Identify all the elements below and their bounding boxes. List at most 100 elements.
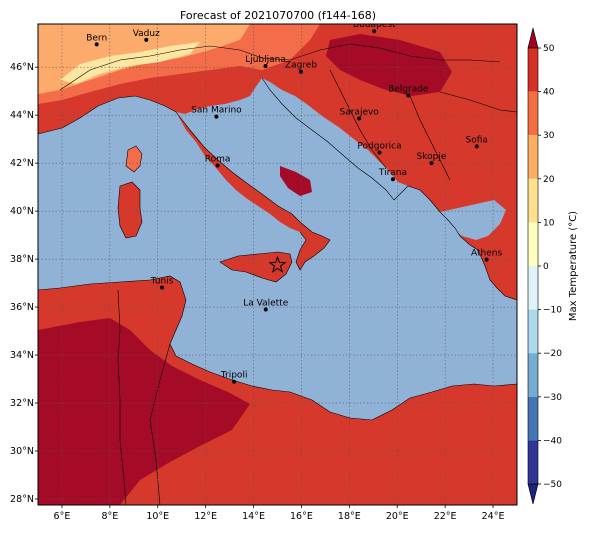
lat-tick-label: 46°N bbox=[10, 62, 34, 73]
land-corsica bbox=[126, 146, 142, 172]
city-label: Sarajevo bbox=[340, 108, 380, 118]
city-dot bbox=[160, 285, 165, 290]
city-label: Tripoli bbox=[220, 371, 248, 381]
colorbar-segment bbox=[528, 48, 538, 92]
lat-tick-label: 30°N bbox=[10, 446, 34, 457]
colorbar-extend-top bbox=[527, 27, 539, 49]
city-skopje: Skopje bbox=[417, 152, 447, 166]
colorbar-tick-label: −40 bbox=[543, 436, 562, 446]
city-la-valette: La Valette bbox=[243, 298, 289, 312]
city-tirana: Tirana bbox=[378, 168, 407, 182]
land-africa-interior bbox=[38, 318, 250, 505]
city-dot bbox=[215, 163, 220, 168]
colorbar-segment bbox=[528, 135, 538, 179]
colorbar-tick-label: −30 bbox=[543, 393, 562, 403]
lat-tick-label: 28°N bbox=[10, 494, 34, 505]
lat-tick-label: 32°N bbox=[10, 398, 34, 409]
colorbar-tick-label: 0 bbox=[543, 262, 549, 272]
colorbar-tick-label: 50 bbox=[543, 44, 555, 54]
lon-tick-label: 8°E bbox=[101, 511, 118, 522]
colorbar-tick-label: 40 bbox=[543, 88, 555, 98]
lat-tick-label: 40°N bbox=[10, 206, 34, 217]
city-bern: Bern bbox=[86, 33, 107, 47]
city-podgorica: Podgorica bbox=[357, 142, 402, 155]
city-dot bbox=[263, 307, 268, 312]
city-label: Vaduz bbox=[133, 29, 160, 39]
city-tripoli: Tripoli bbox=[220, 371, 248, 384]
colorbar-tick-label: 20 bbox=[543, 175, 555, 185]
longitude-ticks: 6°E 8°E 10°E 12°E 14°E 16°E 18°E 20°E 22°E 24°E bbox=[54, 505, 505, 522]
lon-tick-label: 24°E bbox=[482, 511, 505, 522]
city-label: Tirana bbox=[378, 168, 407, 178]
colorbar-label: Max Temperature (°C) bbox=[568, 211, 579, 321]
colorbar-segment bbox=[528, 91, 538, 136]
land-alpine-peaks bbox=[60, 42, 200, 84]
city-tunis: Tunis bbox=[150, 277, 174, 290]
lon-tick-label: 10°E bbox=[146, 511, 169, 522]
colorbar-tick-label: −20 bbox=[543, 349, 562, 359]
land-italy bbox=[176, 112, 330, 270]
colorbar-tick-label: 30 bbox=[543, 131, 555, 141]
city-vaduz: Vaduz bbox=[133, 29, 160, 42]
city-dot bbox=[390, 177, 395, 182]
land-sicily bbox=[220, 252, 292, 282]
city-label: Ljubljana bbox=[245, 55, 286, 65]
city-label: Budapest bbox=[353, 20, 396, 30]
city-dot bbox=[474, 144, 479, 149]
latitude-ticks: 28°N 30°N 32°N 34°N 36°N 38°N 40°N 42°N 44°N 46°N bbox=[10, 62, 38, 505]
city-label: Athens bbox=[471, 249, 502, 259]
colorbar-extend-bottom bbox=[527, 483, 539, 505]
colorbar-segment bbox=[528, 222, 538, 266]
lat-tick-label: 36°N bbox=[10, 302, 34, 313]
city-label: Podgorica bbox=[357, 142, 401, 152]
colorbar: 50 40 30 20 10 0 −10 −20 −30 −40 −50 bbox=[527, 27, 562, 505]
city-label: Belgrade bbox=[388, 84, 429, 94]
lat-tick-label: 38°N bbox=[10, 254, 34, 265]
lon-tick-label: 20°E bbox=[386, 511, 409, 522]
city-label: Zagreb bbox=[285, 61, 317, 71]
land-sardinia bbox=[118, 182, 142, 238]
map-title: Forecast of 2021070700 (f144-168) bbox=[180, 9, 376, 22]
lon-tick-label: 18°E bbox=[338, 511, 361, 522]
adriatic-sea bbox=[250, 78, 394, 206]
city-sofia: Sofia bbox=[466, 135, 488, 149]
colorbar-segment bbox=[528, 440, 538, 484]
map-frame bbox=[37, 23, 518, 506]
city-dot bbox=[429, 161, 434, 166]
city-belgrade: Belgrade bbox=[388, 84, 429, 98]
city-dot bbox=[484, 257, 489, 262]
city-dot bbox=[298, 69, 303, 74]
country-borders bbox=[38, 43, 517, 505]
land-europe bbox=[38, 24, 517, 300]
land-pannonian-interior bbox=[326, 34, 452, 96]
colorbar-tick-label: 10 bbox=[543, 218, 555, 228]
city-budapest: Budapest bbox=[353, 20, 396, 34]
colorbar-segment bbox=[528, 309, 538, 354]
city-san-marino: San Marino bbox=[191, 106, 242, 119]
city-roma: Roma bbox=[205, 155, 231, 168]
city-dot bbox=[406, 93, 411, 98]
city-label: San Marino bbox=[191, 106, 242, 116]
city-dot bbox=[94, 42, 99, 47]
graticule bbox=[38, 24, 517, 505]
city-dot bbox=[377, 150, 382, 155]
lat-tick-label: 44°N bbox=[10, 110, 34, 121]
city-dot bbox=[357, 116, 362, 121]
city-label: Sofia bbox=[466, 135, 488, 145]
city-dot bbox=[232, 379, 237, 384]
city-dot bbox=[263, 63, 268, 68]
lon-tick-label: 14°E bbox=[242, 511, 265, 522]
city-dot bbox=[214, 114, 219, 119]
city-label: La Valette bbox=[243, 298, 288, 308]
city-label: Roma bbox=[205, 155, 231, 165]
lat-tick-label: 42°N bbox=[10, 158, 34, 169]
city-dot bbox=[144, 37, 149, 42]
lon-tick-label: 22°E bbox=[434, 511, 457, 522]
city-athens: Athens bbox=[471, 249, 502, 262]
city-ljubljana: Ljubljana bbox=[245, 55, 286, 68]
colorbar-segment bbox=[528, 353, 538, 397]
